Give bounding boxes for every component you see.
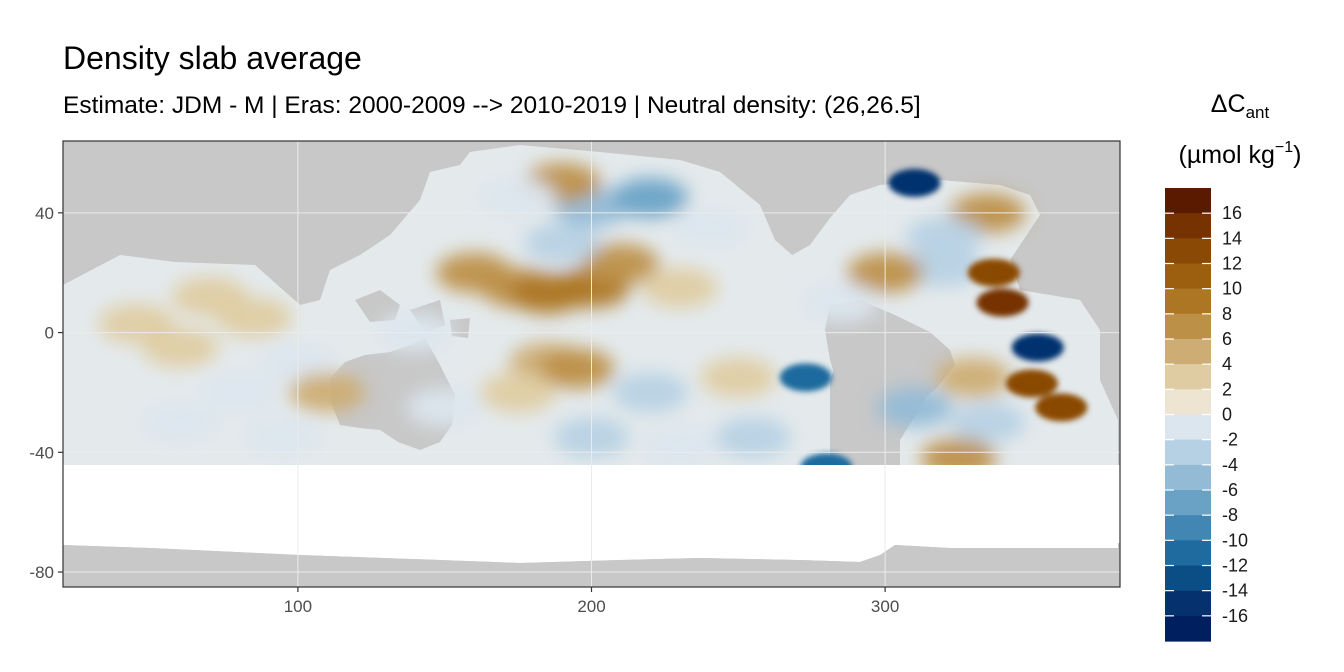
legend-label: 2 [1222,379,1232,399]
chart-subtitle: Estimate: JDM - M | Eras: 2000-2009 --> … [63,92,921,119]
x-tick-label: 300 [871,597,899,616]
legend-label: -16 [1222,606,1248,626]
anomaly-cell [289,372,366,413]
anomaly-cell [803,282,880,323]
legend-swatch [1165,540,1211,567]
anomaly-cell [641,267,718,308]
anomaly-cell [876,387,953,428]
anomaly-field [98,162,1026,479]
anomaly-cell [779,363,832,392]
legend-swatch [1165,188,1211,214]
legend-swatch [1165,515,1211,541]
anomaly-cell [142,327,219,368]
anomaly-cell [905,246,982,287]
legend-label: 14 [1222,228,1242,248]
legend-label: 8 [1222,304,1232,324]
legend-label: 0 [1222,405,1232,425]
anomaly-cell [406,387,483,428]
anomaly-cell [142,402,219,443]
legend-swatch [1165,213,1211,239]
legend-label: -8 [1222,505,1238,525]
anomaly-cell [612,177,689,218]
legend: 16 14 12 10 8 6 4 2 0 -2 -4 -6 -8 -10 -12 -14 -16 ΔCant (µ… [1165,90,1301,642]
legend-label: 10 [1222,279,1242,299]
anomaly-cell [976,288,1029,317]
anomaly-cell [215,297,292,338]
legend-swatch [1165,288,1211,315]
anomaly-cell [888,168,941,197]
anomaly-cell [480,372,557,413]
anomaly-cell [905,216,982,257]
legend-label: 12 [1222,254,1242,274]
legend-swatch [1165,590,1211,617]
legend-label: -14 [1222,581,1248,601]
legend-label: 6 [1222,329,1232,349]
legend-swatch [1165,339,1211,365]
gridlines [63,141,1120,587]
legend-label: -2 [1222,430,1238,450]
anomaly-cell [1011,333,1064,362]
legend-swatch [1165,464,1211,491]
anomaly-cell [714,417,791,458]
legend-units: (µmol kg−1) [1179,139,1302,169]
anomaly-cell [245,417,322,458]
y-tick-label: -40 [29,443,54,462]
anomaly-cell [538,348,615,389]
legend-swatch [1165,313,1211,340]
y-tick-label: -80 [29,563,54,582]
legend-label: -12 [1222,556,1248,576]
anomaly-cell [670,207,747,248]
legend-swatch [1165,238,1211,265]
anomaly-cell [967,258,1020,287]
anomaly-cell [949,402,1026,443]
y-tick-label: 0 [45,324,54,343]
y-axis: 40 0 -40 -80 [29,204,63,582]
legend-title: ΔCant [1211,90,1270,122]
anomaly-cell [641,426,718,467]
legend-label: 4 [1222,354,1232,374]
anomaly-cell [1005,369,1058,398]
x-tick-label: 200 [577,597,605,616]
map-panel [63,141,1120,587]
x-tick-label: 100 [284,597,312,616]
legend-swatch [1165,414,1211,441]
x-axis: 100 200 300 [284,587,899,616]
anomaly-cell [935,357,1012,398]
legend-swatch [1165,490,1211,516]
chart-title: Density slab average [63,40,362,76]
anomaly-cell [480,177,557,218]
legend-swatch [1165,364,1211,390]
legend-swatch [1165,263,1211,290]
anomaly-cell [612,372,689,413]
anomaly-cell [700,357,777,398]
legend-label: -4 [1222,455,1238,475]
legend-label: -10 [1222,530,1248,550]
anomaly-cell [1035,393,1088,422]
anomaly-cell [201,372,278,413]
anomaly-cell [582,243,659,284]
legend-swatch [1165,389,1211,416]
legend-swatch [1165,615,1211,642]
no-data-band-west [63,465,1118,563]
y-tick-label: 40 [35,204,54,223]
legend-label: -6 [1222,480,1238,500]
legend-swatch [1165,439,1211,466]
legend-label: 16 [1222,203,1242,223]
anomaly-cell [524,222,601,263]
legend-swatch [1165,565,1211,592]
